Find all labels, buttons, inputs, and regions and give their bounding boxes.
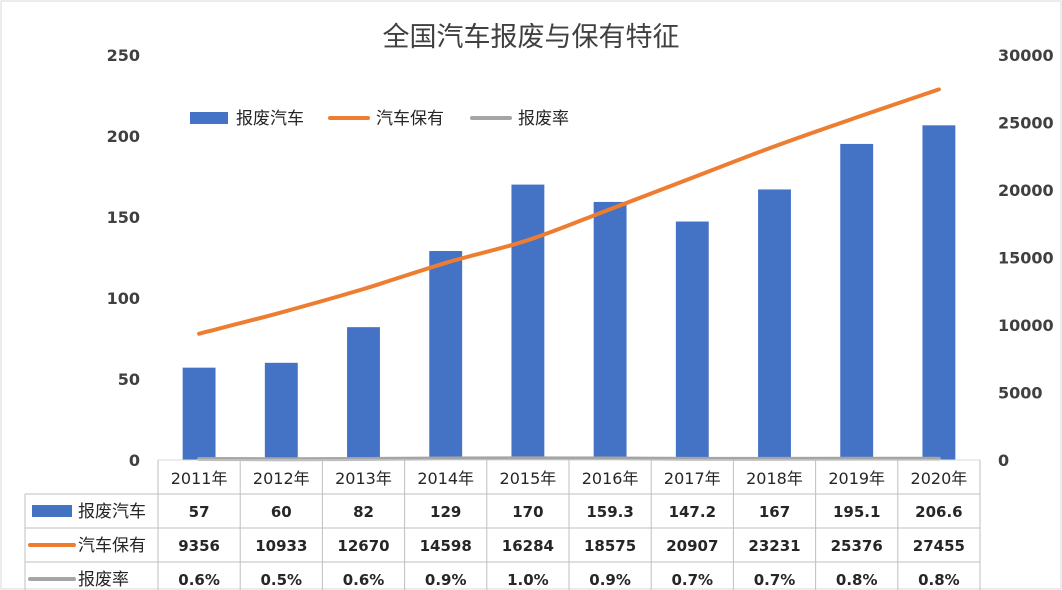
table-cell-value: 14598 — [420, 537, 472, 555]
x-category-label: 2020年 — [911, 469, 968, 488]
x-category-label: 2017年 — [664, 469, 721, 488]
table-cell-value: 0.8% — [836, 571, 878, 589]
x-category-label: 2015年 — [500, 469, 557, 488]
bar-scrapped-2012年 — [264, 362, 298, 460]
legend-label: 报废率 — [518, 109, 569, 129]
right-axis-tick-label: 0 — [998, 451, 1009, 470]
table-cell-value: 195.1 — [833, 503, 880, 521]
line-series — [197, 87, 941, 462]
table-cell-value: 0.7% — [671, 571, 713, 589]
table-cell-value: 147.2 — [669, 503, 716, 521]
bar-scrapped-2016年 — [593, 201, 627, 460]
x-category-label: 2019年 — [828, 469, 885, 488]
x-category-label: 2012年 — [253, 469, 310, 488]
table-cell-value: 18575 — [584, 537, 636, 555]
x-category-label: 2016年 — [582, 469, 639, 488]
table-cell-value: 0.6% — [343, 571, 385, 589]
table-cell-value: 23231 — [748, 537, 800, 555]
table-cell-value: 206.6 — [915, 503, 962, 521]
left-axis-ticks: 0 50 100 150 200 250 — [107, 46, 140, 470]
table-cell-value: 57 — [189, 503, 210, 521]
x-category-label: 2013年 — [335, 469, 392, 488]
right-axis-tick-label: 25000 — [998, 114, 1054, 133]
table-cell-value: 129 — [430, 503, 461, 521]
bar-scrapped-2015年 — [511, 184, 545, 460]
table-cell-value: 0.8% — [918, 571, 960, 589]
table-cell-value: 0.7% — [754, 571, 796, 589]
bar-scrapped-2011年 — [182, 367, 216, 460]
table-row-label: 汽车保有 — [78, 536, 146, 556]
x-category-label: 2014年 — [417, 469, 474, 488]
legend-key-bar — [190, 112, 228, 124]
left-axis-tick-label: 0 — [129, 451, 140, 470]
table-cell-value: 0.9% — [589, 571, 631, 589]
table-row-label: 报废汽车 — [78, 502, 146, 522]
table-key-bar — [32, 505, 72, 517]
table-cell-value: 159.3 — [586, 503, 633, 521]
table-cell-value: 20907 — [666, 537, 718, 555]
table-cell-value: 25376 — [831, 537, 883, 555]
table-cell-value: 60 — [271, 503, 292, 521]
table-cell-value: 82 — [353, 503, 374, 521]
table-cell-value: 12670 — [337, 537, 389, 555]
right-axis-tick-label: 10000 — [998, 316, 1054, 335]
right-axis-tick-label: 5000 — [998, 384, 1043, 403]
right-axis-tick-label: 15000 — [998, 249, 1054, 268]
table-cell-value: 170 — [512, 503, 543, 521]
bar-scrapped-2017年 — [675, 221, 709, 460]
bar-scrapped-2020年 — [922, 125, 956, 461]
bar-scrapped-2018年 — [758, 189, 791, 460]
table-row-label: 报废率 — [78, 570, 129, 590]
data-table: 2011年 2012年 2013年 2014年 2015年 2016年 2017年 2018年… — [24, 459, 981, 590]
x-category-label: 2018年 — [746, 469, 803, 488]
table-cell-value: 167 — [759, 503, 790, 521]
left-axis-tick-label: 200 — [107, 127, 140, 146]
legend-label: 报废汽车 — [236, 109, 304, 129]
table-cell-value: 16284 — [502, 537, 554, 555]
bar-scrapped-2013年 — [347, 327, 380, 460]
table-cell-value: 0.6% — [178, 571, 220, 589]
x-category-label: 2011年 — [171, 469, 228, 488]
line-car-ownership — [197, 87, 941, 336]
bar-scrapped-2014年 — [429, 251, 463, 460]
bar-scrapped-2019年 — [840, 143, 874, 461]
table-cell-value: 27455 — [913, 537, 965, 555]
line-scrap-rate — [197, 456, 941, 462]
left-axis-tick-label: 50 — [118, 370, 140, 389]
right-axis-ticks: 0 5000 10000 15000 20000 25000 30000 — [998, 46, 1054, 470]
table-cell-value: 9356 — [178, 537, 220, 555]
legend: 报废汽车 汽车保有 报废率 — [190, 109, 569, 129]
legend-label: 汽车保有 — [376, 109, 444, 129]
right-axis-tick-label: 20000 — [998, 181, 1054, 200]
left-axis-tick-label: 100 — [107, 289, 140, 308]
bar-series — [182, 125, 956, 461]
left-axis-tick-label: 250 — [107, 46, 140, 65]
table-cell-value: 0.5% — [260, 571, 302, 589]
table-cell-value: 10933 — [255, 537, 307, 555]
chart-title: 全国汽车报废与保有特征 — [383, 22, 680, 53]
table-cell-value: 1.0% — [507, 571, 549, 589]
table-cell-value: 0.9% — [425, 571, 467, 589]
left-axis-tick-label: 150 — [107, 208, 140, 227]
right-axis-tick-label: 30000 — [998, 46, 1054, 65]
